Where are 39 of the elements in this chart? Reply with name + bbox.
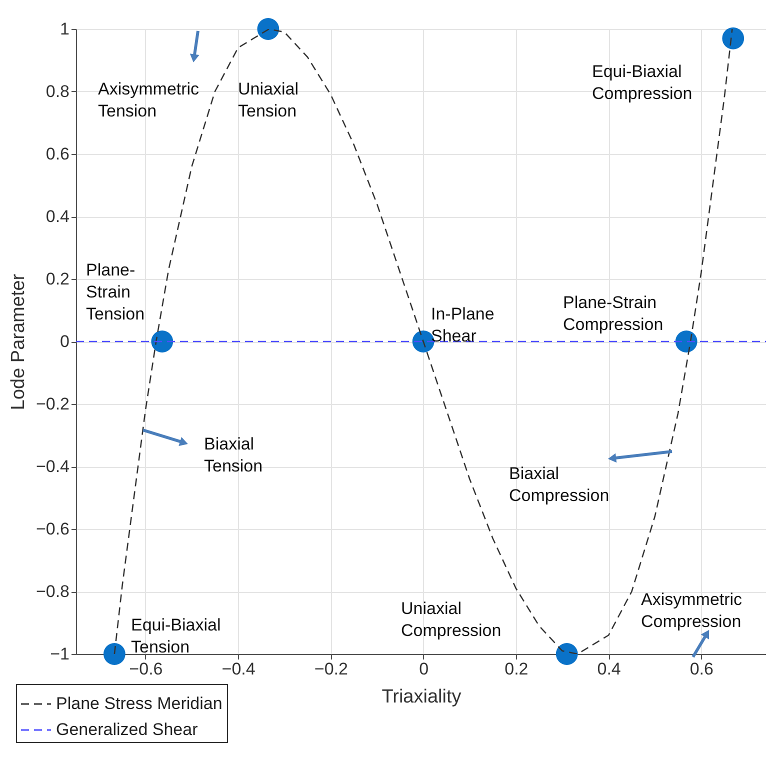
y-axis-title: Lode Parameter: [8, 273, 29, 410]
point: [722, 27, 744, 50]
x-tick-label: 0.6: [690, 660, 714, 678]
annotation: Equi-Biaxial Compression: [592, 62, 692, 104]
x-tick-label: 0.2: [504, 660, 528, 678]
y-tick-label: 0.8: [46, 82, 70, 101]
y-tick-label: −0.8: [36, 582, 70, 601]
x-tick-label: −0.4: [222, 660, 256, 678]
x-axis-title: Triaxiality: [382, 686, 462, 708]
legend-label: Plane Stress Meridian: [56, 694, 222, 713]
y-tick-label: −0.2: [36, 394, 70, 414]
annotation: Uniaxial Tension: [238, 80, 298, 121]
annotation: Plane- Strain Tension: [86, 260, 145, 324]
annotation: Plane-Strain Compression: [563, 292, 664, 334]
y-tick-label: −1: [50, 644, 70, 664]
annotation: In-Plane Shear: [431, 304, 494, 346]
x-tick-label: 0.4: [597, 660, 621, 678]
annotation: Axisymmetric Compression: [641, 590, 743, 632]
point: [257, 18, 280, 40]
x-tick-label: −0.6: [129, 660, 163, 678]
annotation: Axisymmetric Tension: [98, 80, 200, 121]
y-tick-label: 0.4: [46, 207, 70, 226]
annotation: Biaxial Compression: [509, 464, 610, 506]
annotation: Biaxial Tension: [204, 434, 263, 476]
y-tick-label: −0.6: [36, 520, 70, 538]
point: [103, 643, 126, 665]
y-tick-label: 0.6: [46, 144, 70, 164]
point: [675, 330, 698, 352]
point: [556, 643, 578, 665]
y-tick-label: 0.2: [46, 270, 70, 288]
x-tick-label: 0: [419, 660, 429, 678]
y-tick-label: 1: [60, 20, 70, 38]
x-tick-label: −0.2: [314, 660, 348, 678]
annotation: Equi-Biaxial Tension: [131, 616, 221, 657]
annotation: Uniaxial Compression: [401, 599, 502, 640]
y-tick-label: −0.4: [36, 457, 70, 476]
y-tick-label: 0: [60, 332, 70, 351]
legend-label: Generalized Shear: [56, 720, 198, 739]
point: [151, 330, 174, 352]
